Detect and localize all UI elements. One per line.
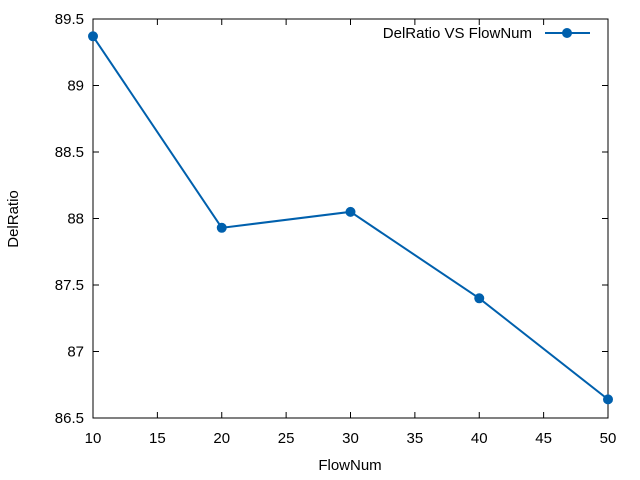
x-tick-label: 50 (600, 430, 617, 447)
series-line (92, 35, 609, 401)
legend: DelRatio VS FlowNum (383, 25, 590, 42)
data-point (216, 222, 227, 233)
x-tick-label: 15 (149, 430, 166, 447)
y-axis-label: DelRatio (5, 190, 22, 248)
y-axis-ticks: 86.5 87 87.5 88 88.5 89 89.5 (55, 11, 608, 427)
x-tick-label: 10 (85, 430, 102, 447)
x-tick-label: 45 (535, 430, 552, 447)
y-tick-label: 88 (67, 211, 84, 228)
y-tick-label: 88.5 (55, 144, 84, 161)
legend-label: DelRatio VS FlowNum (383, 25, 532, 42)
y-tick-label: 87.5 (55, 277, 84, 294)
series-layer (88, 31, 613, 405)
x-tick-label: 30 (342, 430, 359, 447)
x-tick-label: 35 (407, 430, 424, 447)
y-tick-label: 89 (67, 78, 84, 95)
y-tick-label: 87 (67, 344, 84, 361)
data-point (88, 31, 98, 42)
data-point (345, 206, 356, 217)
y-tick-label: 86.5 (55, 410, 84, 427)
plot-frame (92, 18, 609, 419)
x-tick-label: 25 (278, 430, 295, 447)
legend-marker-sample (562, 28, 572, 38)
y-tick-label: 89.5 (55, 11, 84, 28)
x-tick-label: 20 (213, 430, 230, 447)
data-point (474, 293, 485, 304)
data-point (603, 394, 613, 405)
x-axis-ticks: 10 15 20 25 30 35 40 45 50 (85, 19, 617, 447)
x-axis-label: FlowNum (318, 457, 381, 474)
x-tick-label: 40 (471, 430, 488, 447)
